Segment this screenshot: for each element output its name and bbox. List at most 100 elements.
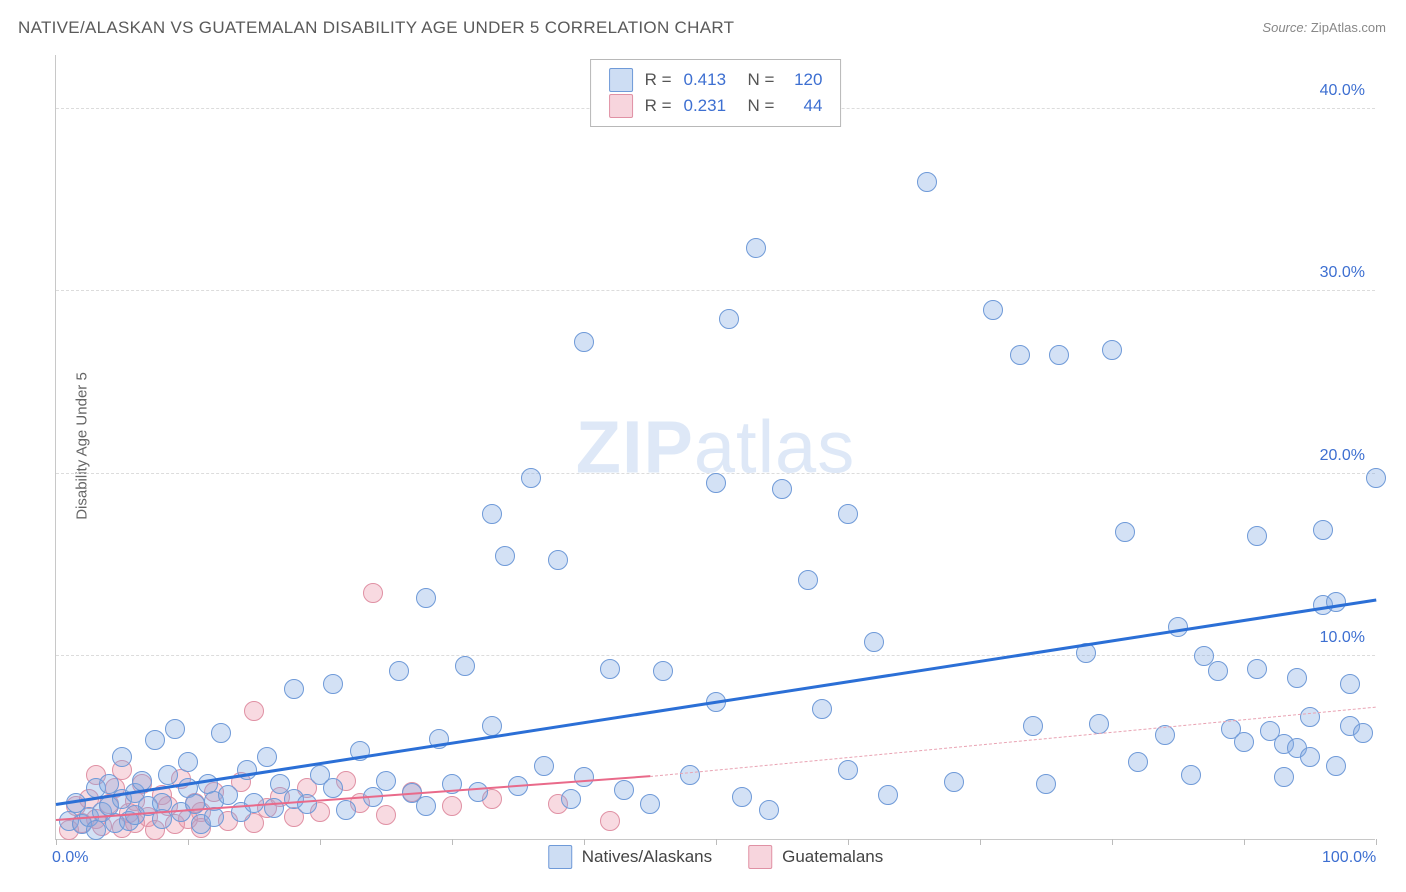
data-point-blue <box>759 800 779 820</box>
legend-row-blue: R = 0.413 N = 120 <box>609 68 823 92</box>
data-point-blue <box>561 789 581 809</box>
legend-n-label: N = <box>748 70 775 90</box>
data-point-blue <box>1313 520 1333 540</box>
data-point-blue <box>112 747 132 767</box>
data-point-blue <box>376 771 396 791</box>
legend-n-label: N = <box>748 96 775 116</box>
data-point-blue <box>1128 752 1148 772</box>
data-point-blue <box>455 656 475 676</box>
y-tick-label: 10.0% <box>1320 629 1365 647</box>
data-point-blue <box>548 550 568 570</box>
data-point-blue <box>165 719 185 739</box>
x-tick <box>320 839 321 845</box>
chart-title: NATIVE/ALASKAN VS GUATEMALAN DISABILITY … <box>18 18 734 38</box>
data-point-blue <box>746 238 766 258</box>
x-tick <box>56 839 57 845</box>
legend-swatch-blue <box>609 68 633 92</box>
legend-pink-n: 44 <box>786 96 822 116</box>
data-point-pink <box>244 701 264 721</box>
data-point-blue <box>1102 340 1122 360</box>
data-point-blue <box>653 661 673 681</box>
data-point-pink <box>600 811 620 831</box>
data-point-blue <box>1353 723 1373 743</box>
legend-pink-label: Guatemalans <box>782 847 883 867</box>
x-tick <box>1376 839 1377 845</box>
regression-line-pink-extrapolated <box>650 707 1376 777</box>
data-point-blue <box>1366 468 1386 488</box>
data-point-blue <box>798 570 818 590</box>
x-tick <box>980 839 981 845</box>
legend-r-label: R = <box>645 70 672 90</box>
legend-item-blue: Natives/Alaskans <box>548 845 712 869</box>
data-point-blue <box>336 800 356 820</box>
data-point-blue <box>838 760 858 780</box>
source-attribution: Source: ZipAtlas.com <box>1262 20 1386 35</box>
x-tick <box>452 839 453 845</box>
data-point-blue <box>257 747 277 767</box>
data-point-blue <box>534 756 554 776</box>
x-tick-label: 0.0% <box>52 849 88 867</box>
data-point-blue <box>1340 674 1360 694</box>
data-point-blue <box>1181 765 1201 785</box>
data-point-blue <box>1300 707 1320 727</box>
data-point-blue <box>772 479 792 499</box>
data-point-blue <box>244 793 264 813</box>
data-point-blue <box>416 796 436 816</box>
data-point-blue <box>495 546 515 566</box>
gridline <box>56 655 1375 656</box>
legend-item-pink: Guatemalans <box>748 845 883 869</box>
data-point-blue <box>416 588 436 608</box>
data-point-blue <box>468 782 488 802</box>
data-point-blue <box>574 767 594 787</box>
data-point-blue <box>640 794 660 814</box>
data-point-blue <box>812 699 832 719</box>
source-name: ZipAtlas.com <box>1311 20 1386 35</box>
legend-blue-label: Natives/Alaskans <box>582 847 712 867</box>
data-point-blue <box>389 661 409 681</box>
legend-blue-r: 0.413 <box>684 70 736 90</box>
legend-row-pink: R = 0.231 N = 44 <box>609 94 823 118</box>
y-tick-label: 20.0% <box>1320 447 1365 465</box>
data-point-blue <box>732 787 752 807</box>
data-point-blue <box>482 504 502 524</box>
watermark-left: ZIP <box>576 406 694 489</box>
data-point-blue <box>983 300 1003 320</box>
data-point-blue <box>1274 767 1294 787</box>
legend-r-label: R = <box>645 96 672 116</box>
x-tick <box>1112 839 1113 845</box>
data-point-blue <box>838 504 858 524</box>
legend-correlation-box: R = 0.413 N = 120 R = 0.231 N = 44 <box>590 59 842 127</box>
legend-series: Natives/Alaskans Guatemalans <box>548 845 884 869</box>
data-point-blue <box>1115 522 1135 542</box>
legend-blue-n: 120 <box>786 70 822 90</box>
data-point-blue <box>1010 345 1030 365</box>
data-point-blue <box>1036 774 1056 794</box>
data-point-blue <box>864 632 884 652</box>
data-point-blue <box>1089 714 1109 734</box>
legend-swatch-pink <box>609 94 633 118</box>
data-point-blue <box>1247 526 1267 546</box>
data-point-blue <box>878 785 898 805</box>
data-point-blue <box>1300 747 1320 767</box>
data-point-blue <box>1049 345 1069 365</box>
x-tick <box>188 839 189 845</box>
source-label: Source: <box>1262 20 1307 35</box>
scatter-plot-area: ZIPatlas R = 0.413 N = 120 R = 0.231 N =… <box>55 55 1375 840</box>
data-point-blue <box>482 716 502 736</box>
data-point-blue <box>917 172 937 192</box>
data-point-pink <box>376 805 396 825</box>
data-point-blue <box>1208 661 1228 681</box>
data-point-blue <box>1247 659 1267 679</box>
data-point-pink <box>363 583 383 603</box>
data-point-blue <box>178 752 198 772</box>
x-tick <box>1244 839 1245 845</box>
data-point-blue <box>264 798 284 818</box>
data-point-blue <box>323 778 343 798</box>
legend-pink-r: 0.231 <box>684 96 736 116</box>
data-point-blue <box>323 674 343 694</box>
data-point-blue <box>158 765 178 785</box>
data-point-blue <box>574 332 594 352</box>
data-point-blue <box>86 820 106 840</box>
data-point-blue <box>706 473 726 493</box>
data-point-blue <box>1287 668 1307 688</box>
